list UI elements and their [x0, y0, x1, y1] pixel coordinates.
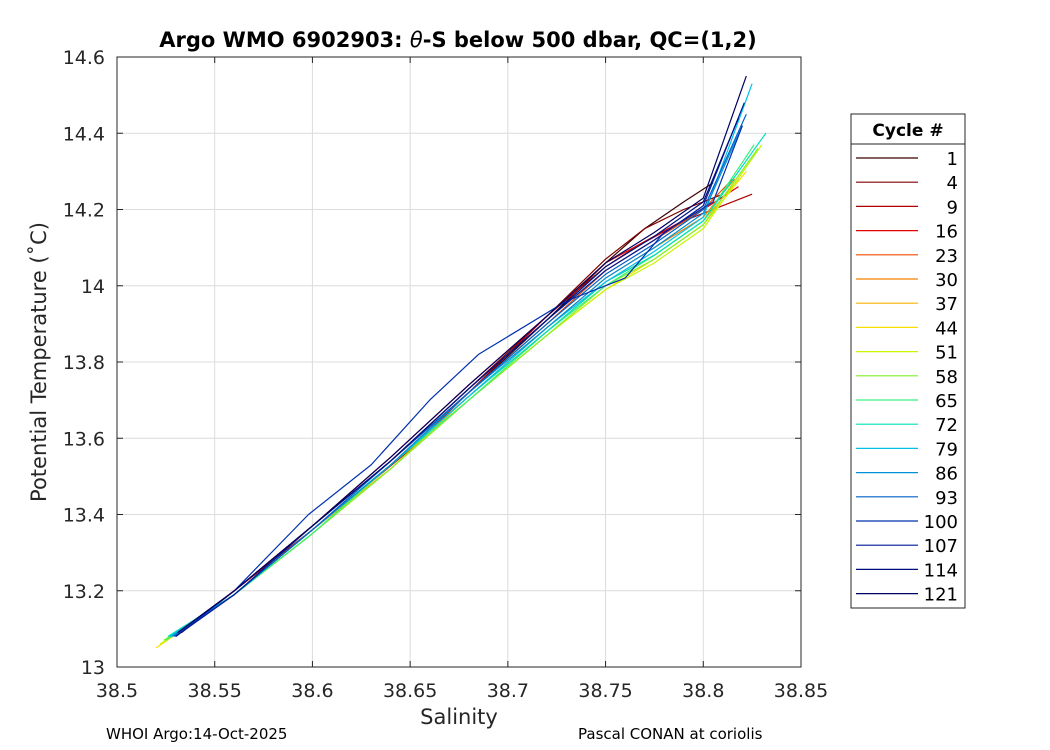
legend-label: 37 [935, 294, 958, 315]
legend-box [850, 113, 966, 609]
legend-label: 93 [935, 488, 958, 509]
legend-label: 79 [935, 439, 958, 460]
legend-label: 51 [935, 343, 958, 364]
axis-ticks: 38.5 38.55 38.6 38.65 38.7 38.75 38.8 38.85 13 13… [63, 47, 829, 702]
x-tick-label: 38.6 [291, 680, 333, 702]
y-tick-label: 13.2 [63, 581, 105, 603]
x-axis-label: Salinity [420, 705, 498, 729]
x-tick-label: 38.5 [96, 680, 138, 702]
legend-label: 114 [924, 560, 958, 581]
x-tick-label: 38.85 [774, 680, 828, 702]
legend-label: 16 [935, 222, 958, 243]
series-line-12 [169, 83, 753, 638]
series-line-15 [175, 125, 743, 637]
legend-label: 30 [935, 270, 958, 291]
series-lines [155, 75, 767, 649]
legend-label: 121 [924, 585, 958, 606]
y-tick-label: 14.6 [63, 47, 105, 69]
series-line-16 [175, 102, 745, 637]
legend-title: Cycle # [872, 121, 943, 141]
legend: Cycle # 1 4 9 16 23 30 37 44 51 58 65 72 79 86 93 100 10… [850, 113, 966, 609]
y-tick-label: 13 [81, 657, 105, 679]
y-tick-label: 14 [81, 276, 105, 298]
series-line-17 [177, 117, 740, 634]
legend-label: 72 [935, 415, 958, 436]
footer-operator: Pascal CONAN at coriolis [578, 725, 763, 743]
grid-lines [117, 57, 801, 667]
y-tick-label: 14.4 [63, 123, 105, 145]
legend-label: 4 [947, 173, 958, 194]
series-line-18 [177, 75, 747, 634]
legend-label: 1 [947, 149, 958, 170]
legend-label: 100 [924, 512, 958, 533]
legend-label: 58 [935, 367, 958, 388]
footer-source: WHOI Argo:14-Oct-2025 [106, 725, 288, 743]
legend-label: 86 [935, 464, 958, 485]
legend-entries: 1 4 9 16 23 30 37 44 51 58 65 72 79 86 93 100 107 114 121 [856, 149, 958, 606]
y-tick-label: 13.4 [63, 505, 105, 527]
legend-label: 23 [935, 246, 958, 267]
legend-label: 44 [935, 318, 958, 339]
series-line-2 [179, 193, 753, 634]
x-tick-label: 38.75 [578, 680, 632, 702]
series-line-13 [171, 125, 743, 637]
y-axis-label: Potential Temperature (˚C) [27, 222, 51, 502]
x-tick-label: 38.7 [487, 680, 529, 702]
legend-label: 107 [924, 536, 958, 557]
x-tick-label: 38.55 [188, 680, 242, 702]
y-tick-label: 13.6 [63, 428, 105, 450]
x-tick-label: 38.65 [383, 680, 437, 702]
series-line-14 [173, 113, 747, 637]
series-line-11 [167, 132, 767, 638]
chart-title: Argo WMO 6902903: θ-S below 500 dbar, QC… [159, 28, 756, 52]
legend-label: 65 [935, 391, 958, 412]
legend-label: 9 [947, 197, 958, 218]
x-tick-label: 38.8 [682, 680, 724, 702]
y-tick-label: 14.2 [63, 200, 105, 222]
y-tick-label: 13.8 [63, 352, 105, 374]
